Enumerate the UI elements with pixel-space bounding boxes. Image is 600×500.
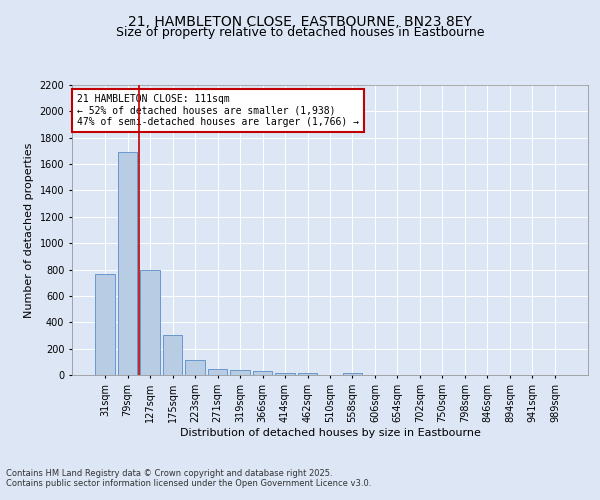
Bar — [230, 370, 250, 375]
Text: 21 HAMBLETON CLOSE: 111sqm
← 52% of detached houses are smaller (1,938)
47% of s: 21 HAMBLETON CLOSE: 111sqm ← 52% of deta… — [77, 94, 359, 127]
Bar — [275, 372, 295, 375]
Bar — [298, 373, 317, 375]
Text: 21, HAMBLETON CLOSE, EASTBOURNE, BN23 8EY: 21, HAMBLETON CLOSE, EASTBOURNE, BN23 8E… — [128, 16, 472, 30]
Bar — [95, 274, 115, 375]
Bar — [253, 372, 272, 375]
Bar — [118, 152, 137, 375]
Bar — [185, 360, 205, 375]
Bar — [208, 370, 227, 375]
Bar — [163, 336, 182, 375]
Bar — [343, 372, 362, 375]
X-axis label: Distribution of detached houses by size in Eastbourne: Distribution of detached houses by size … — [179, 428, 481, 438]
Text: Size of property relative to detached houses in Eastbourne: Size of property relative to detached ho… — [116, 26, 484, 39]
Text: Contains public sector information licensed under the Open Government Licence v3: Contains public sector information licen… — [6, 480, 371, 488]
Text: Contains HM Land Registry data © Crown copyright and database right 2025.: Contains HM Land Registry data © Crown c… — [6, 470, 332, 478]
Bar — [140, 270, 160, 375]
Y-axis label: Number of detached properties: Number of detached properties — [24, 142, 34, 318]
